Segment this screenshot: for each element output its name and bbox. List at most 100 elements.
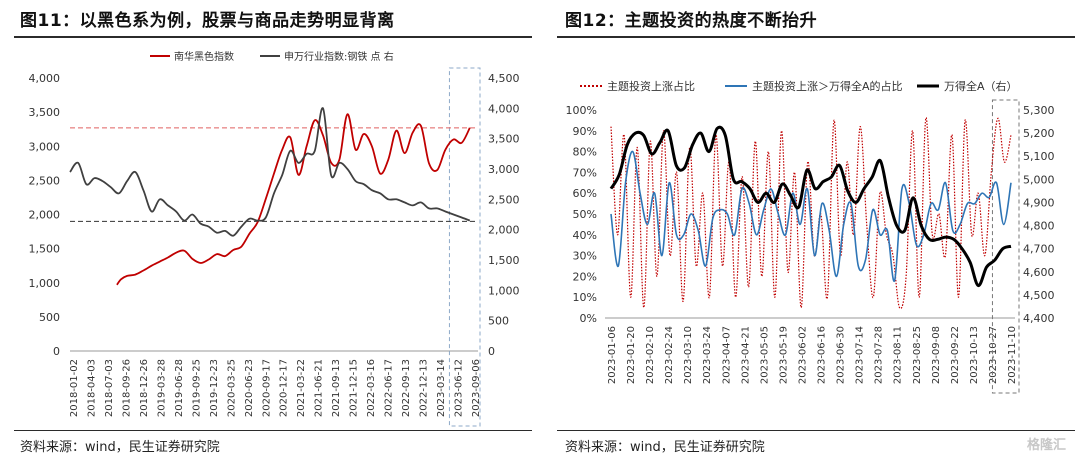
x-tick: 2023-06-12: [454, 359, 465, 417]
x-tick: 2018-04-03: [86, 359, 97, 417]
highlight-box: [448, 67, 481, 427]
y-left-tick: 0: [53, 345, 60, 358]
y-left-tick: 3,000: [29, 140, 61, 153]
y-right-tick: 1,000: [488, 284, 520, 297]
x-tick: 2018-07-03: [104, 359, 115, 417]
x-tick: 2023-05-19: [778, 326, 789, 384]
x-tick: 2023-03-10: [683, 326, 694, 384]
x-tick: 2023-03-14: [436, 359, 447, 417]
y-left-tick: 1,000: [29, 277, 61, 290]
legend-label-1: 申万行业指数:钢铁 点 右: [284, 50, 394, 63]
x-tick: 2022-09-13: [401, 359, 412, 417]
legend-label-1: 主题投资上涨＞万得全A的占比: [752, 79, 903, 93]
y-right-tick: 2,500: [488, 193, 520, 206]
figure-11-title: 图11：以黑色系为例，股票与商品走势明显背离: [20, 11, 395, 31]
y-right-tick: 2,000: [488, 224, 520, 237]
x-tick: 2020-09-17: [261, 359, 272, 417]
y-right-tick: 5,000: [1023, 173, 1055, 186]
legend-label-0: 主题投资上涨占比: [607, 79, 695, 93]
legend-label-2: 万得全A（右）: [944, 79, 1018, 93]
y-right-tick: 4,000: [488, 102, 520, 115]
y-left-tick: 20%: [573, 270, 597, 283]
x-tick: 2023-04-21: [740, 326, 751, 384]
source-rule: [14, 430, 532, 431]
x-tick: 2023-04-07: [721, 326, 732, 384]
series-line-1: [610, 150, 1012, 282]
x-tick: 2023-09-22: [950, 326, 961, 384]
x-tick: 2023-07-14: [855, 326, 866, 384]
series-line-0: [116, 113, 471, 286]
x-tick: 2023-05-05: [759, 326, 770, 384]
y-left-tick: 60%: [573, 187, 597, 200]
y-left-tick: 10%: [573, 291, 597, 304]
y-left-tick: 100%: [566, 104, 597, 117]
y-right-tick: 4,600: [1023, 266, 1055, 279]
x-tick: 2021-06-21: [314, 359, 325, 417]
watermark-logo: 格隆汇: [1026, 438, 1066, 453]
x-tick: 2023-10-13: [969, 326, 980, 384]
y-left-tick: 2,500: [29, 174, 61, 187]
right-figure: 图12：主题投资的热度不断抬升 主题投资上涨占比 主题投资上涨＞万得全A的占比 万得…: [545, 0, 1080, 459]
y-right-tick: 500: [488, 315, 509, 328]
y-right-tick: 5,100: [1023, 150, 1055, 163]
x-tick: 2023-08-11: [893, 326, 904, 384]
y-right-tick: 4,900: [1023, 196, 1055, 209]
source-rule: [557, 430, 1075, 431]
x-tick: 2023-06-30: [836, 326, 847, 384]
x-tick: 2019-12-23: [209, 359, 220, 417]
y-right-tick: 5,200: [1023, 127, 1055, 140]
title-rule: [14, 36, 532, 38]
x-tick: 2022-06-17: [384, 359, 395, 417]
x-tick: 2018-09-26: [121, 359, 132, 417]
y-left-tick: 30%: [573, 250, 597, 263]
y-right-tick: 4,700: [1023, 243, 1055, 256]
y-right-tick: 3,500: [488, 133, 520, 146]
x-tick: 2023-01-20: [626, 326, 637, 384]
y-left-tick: 80%: [573, 146, 597, 159]
figure-11-source: 资料来源：wind，民生证券研究院: [20, 440, 220, 455]
y-right-tick: 0: [488, 345, 495, 358]
x-tick: 2022-12-13: [419, 359, 430, 417]
chart-12: 主题投资上涨占比 主题投资上涨＞万得全A的占比 万得全A（右） 0% 10% 20% 30%…: [566, 79, 1055, 394]
figure-12-title: 图12：主题投资的热度不断抬升: [565, 11, 818, 31]
series-line-0: [610, 117, 1012, 310]
y-right-tick: 4,800: [1023, 220, 1055, 233]
y-left-tick: 3,500: [29, 106, 61, 119]
y-left-tick: 500: [39, 311, 60, 324]
x-tick: 2022-03-16: [366, 359, 377, 417]
y-left-tick: 4,000: [29, 72, 61, 85]
x-tick: 2018-12-26: [139, 359, 150, 417]
x-tick: 2023-01-06: [607, 326, 618, 384]
y-right-tick: 1,500: [488, 254, 520, 267]
x-tick: 2019-03-28: [156, 359, 167, 417]
x-tick: 2021-03-22: [296, 359, 307, 417]
title-rule: [557, 36, 1075, 38]
left-figure: 图11：以黑色系为例，股票与商品走势明显背离 南华黑色指数 申万行业指数:钢铁 点…: [0, 0, 535, 459]
x-tick: 2023-08-25: [912, 326, 923, 384]
y-left-tick: 50%: [573, 208, 597, 221]
x-tick: 2023-06-02: [797, 326, 808, 384]
series-line-1: [69, 107, 471, 237]
x-tick: 2023-11-10: [1007, 326, 1018, 384]
x-tick: 2023-09-06: [471, 359, 482, 417]
x-tick: 2021-09-13: [331, 359, 342, 417]
x-tick: 2023-02-10: [645, 326, 656, 384]
x-tick: 2021-12-15: [349, 359, 360, 417]
chart-11: 南华黑色指数 申万行业指数:钢铁 点 右 0 500 1,000 1,500 2,000 2,…: [29, 50, 520, 427]
y-right-tick: 5,300: [1023, 104, 1055, 117]
x-tick: 2023-07-28: [874, 326, 885, 384]
x-tick: 2018-01-02: [69, 359, 80, 417]
y-right-tick: 4,500: [1023, 289, 1055, 302]
y-right-tick: 4,400: [1023, 312, 1055, 325]
series-line-2: [609, 125, 1012, 288]
x-tick: 2023-03-24: [702, 326, 713, 384]
y-left-tick: 2,000: [29, 209, 61, 222]
x-tick: 2020-06-23: [244, 359, 255, 417]
legend-label-0: 南华黑色指数: [174, 50, 234, 63]
y-left-tick: 70%: [573, 166, 597, 179]
x-tick: 2020-03-25: [226, 359, 237, 417]
x-tick: 2023-02-24: [664, 326, 675, 384]
x-tick: 2020-12-17: [279, 359, 290, 417]
x-tick: 2019-06-28: [174, 359, 185, 417]
y-right-tick: 3,000: [488, 163, 520, 176]
